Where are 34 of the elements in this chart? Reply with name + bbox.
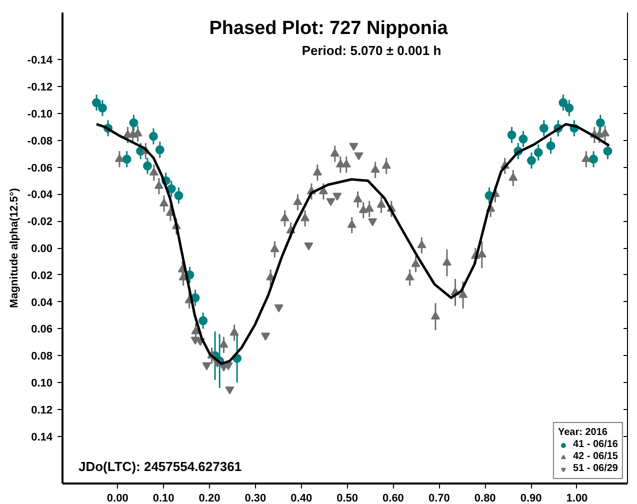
y-tick-label: -0.04 xyxy=(27,189,54,202)
legend-label: 41 - 06/16 xyxy=(572,439,618,450)
y-tick-label: 0.02 xyxy=(31,270,53,282)
x-tick-label: 0.70 xyxy=(428,492,450,504)
y-tick-label: 0.14 xyxy=(31,431,54,444)
x-tick-label: 0.60 xyxy=(382,492,404,504)
x-tick-label: 0.20 xyxy=(198,492,220,504)
y-tick-label: 0.00 xyxy=(31,243,53,255)
chart-title: Phased Plot: 727 Nipponia xyxy=(209,18,448,39)
y-tick-label: -0.12 xyxy=(27,82,53,94)
legend-label: 51 - 06/29 xyxy=(572,463,618,474)
y-tick-label: 0.04 xyxy=(31,296,54,309)
legend-title: Year: 2016 xyxy=(558,427,608,438)
x-tick-label: 0.30 xyxy=(244,492,266,504)
x-tick-label: 0.10 xyxy=(152,492,174,504)
x-tick-label: 0.00 xyxy=(106,492,128,504)
x-tick-label: 0.90 xyxy=(520,492,542,504)
x-tick-label: 1.00 xyxy=(566,492,588,504)
y-tick-label: 0.06 xyxy=(31,324,53,336)
annotation: Period: 5.070 ± 0.001 h xyxy=(302,43,442,58)
y-tick-label: 0.12 xyxy=(31,404,53,416)
y-tick-label: -0.14 xyxy=(27,54,54,67)
x-tick-label: 0.50 xyxy=(336,492,358,504)
x-tick-label: 0.80 xyxy=(474,492,496,504)
legend-label: 42 - 06/15 xyxy=(572,451,618,462)
y-tick-label: 0.08 xyxy=(31,350,53,363)
y-tick-label: -0.06 xyxy=(27,162,53,174)
x-tick-label: 0.40 xyxy=(290,492,312,504)
y-axis-title: Magnitude alpha(12.5°) xyxy=(8,188,20,308)
y-tick-label: 0.10 xyxy=(31,378,53,390)
annotation: JDo(LTC): 2457554.627361 xyxy=(78,459,242,474)
y-tick-label: -0.08 xyxy=(27,135,53,148)
y-tick-label: -0.10 xyxy=(27,108,53,120)
y-tick-label: -0.02 xyxy=(27,216,53,228)
